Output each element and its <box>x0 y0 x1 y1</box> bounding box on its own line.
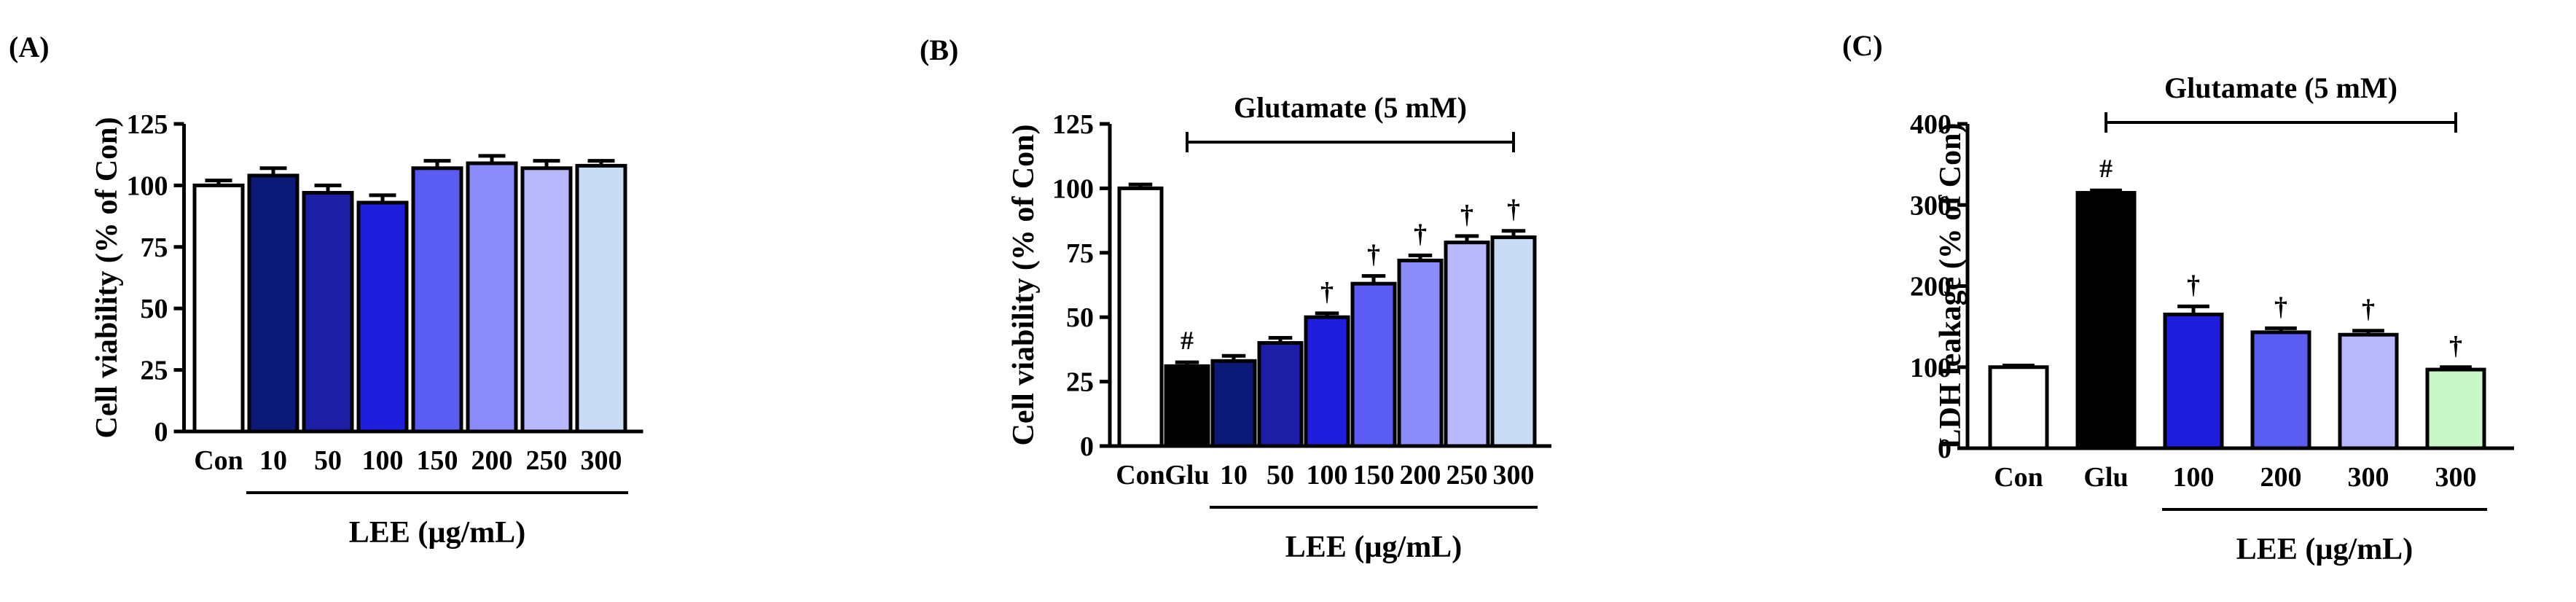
x-tick-label: 10 <box>1220 460 1248 490</box>
x-tick-label: Con <box>194 445 243 476</box>
significance-mark: † <box>2362 294 2375 324</box>
panel-label-b: (B) <box>920 34 958 66</box>
y-tick-label: 50 <box>1066 302 1094 333</box>
x-tick-label: 10 <box>259 445 287 476</box>
y-tick-label: 0 <box>154 417 168 447</box>
glutamate-bracket-label: Glutamate (5 mM) <box>1234 91 1467 124</box>
bar <box>1397 258 1444 448</box>
x-tick-label: 100 <box>2173 462 2215 493</box>
x-tick-label: 300 <box>581 445 622 476</box>
bar <box>247 173 300 434</box>
x-tick-label: 100 <box>362 445 404 476</box>
panel-label-c: (C) <box>1842 29 1883 62</box>
bar <box>411 166 463 434</box>
y-tick-label: 50 <box>141 294 168 324</box>
bar <box>575 163 627 434</box>
bar <box>2163 312 2224 450</box>
bar <box>1164 364 1210 448</box>
bar <box>1490 235 1537 448</box>
x-tick-label: 200 <box>2260 462 2302 493</box>
significance-mark: † <box>1367 240 1380 269</box>
x-tick-label: 100 <box>1307 460 1348 490</box>
chart-b: 0 25 50 75 100 125 Cell viability (% of Con) Co… <box>1007 91 1551 564</box>
y-tick-label: 100 <box>1910 353 1951 383</box>
bar <box>356 200 409 434</box>
y-axis-label: Cell viability (% of Con) <box>90 117 124 439</box>
significance-mark: † <box>1460 200 1473 229</box>
bar <box>466 161 518 434</box>
x-tick-label: 150 <box>1353 460 1395 490</box>
bar <box>520 166 573 434</box>
significance-mark: † <box>2449 331 2462 360</box>
y-tick-label: 100 <box>1052 173 1094 204</box>
x-tick-label: 50 <box>1267 460 1294 490</box>
y-tick-label: 200 <box>1910 272 1951 302</box>
y-tick-label: 0 <box>1938 434 1951 464</box>
bar <box>2075 191 2137 450</box>
bar <box>302 191 354 434</box>
bar <box>1117 186 1164 448</box>
bar <box>1257 341 1304 448</box>
x-tick-label: Glu <box>1164 460 1209 490</box>
x-tick-label: Con <box>1116 460 1165 490</box>
x-axis-label: LEE (µg/mL) <box>349 516 525 550</box>
bar <box>2338 332 2399 450</box>
bar <box>2250 330 2311 450</box>
bar <box>192 183 245 434</box>
y-axis-label: Cell viability (% of Con) <box>1007 125 1041 446</box>
glutamate-bracket-label: Glutamate (5 mM) <box>2164 71 2397 104</box>
x-axis-label: LEE (µg/mL) <box>2236 533 2413 566</box>
x-tick-label: Glu <box>2083 462 2128 493</box>
significance-mark: # <box>2099 154 2113 183</box>
significance-mark: † <box>1507 195 1520 224</box>
x-tick-label: 200 <box>471 445 513 476</box>
y-axis-label: LDH leakage (% of Con) <box>1934 123 1968 450</box>
x-tick-label: 300 <box>1493 460 1535 490</box>
significance-mark: # <box>1181 326 1194 355</box>
bar <box>1988 365 2049 450</box>
y-tick-label: 300 <box>1910 190 1951 221</box>
significance-mark: † <box>2187 270 2200 299</box>
bar <box>2425 367 2486 450</box>
y-tick-label: 100 <box>127 171 168 201</box>
y-tick-label: 25 <box>141 356 168 386</box>
y-tick-label: 25 <box>1066 367 1094 398</box>
bar <box>1210 359 1257 448</box>
y-tick-label: 75 <box>141 232 168 263</box>
x-axis-label: LEE (µg/mL) <box>1285 531 1462 564</box>
y-tick-label: 0 <box>1080 431 1094 462</box>
y-tick-label: 125 <box>1052 109 1094 140</box>
x-tick-label: Con <box>1994 462 2043 493</box>
panel-label-a: (A) <box>9 31 50 63</box>
bar <box>1444 241 1490 448</box>
x-tick-label: 300 <box>2435 462 2477 493</box>
x-tick-label: 250 <box>1446 460 1488 490</box>
y-tick-label: 400 <box>1910 109 1951 140</box>
significance-mark: † <box>1414 219 1427 248</box>
x-tick-label: 50 <box>314 445 342 476</box>
significance-mark: † <box>2274 292 2287 321</box>
y-tick-label: 125 <box>127 109 168 140</box>
y-tick-label: 75 <box>1066 238 1094 269</box>
x-tick-label: 300 <box>2348 462 2389 493</box>
significance-mark: † <box>1320 277 1334 306</box>
x-tick-label: 200 <box>1400 460 1441 490</box>
bar <box>1350 281 1397 448</box>
x-tick-label: 150 <box>417 445 458 476</box>
x-tick-label: 250 <box>526 445 568 476</box>
bar <box>1304 315 1350 448</box>
